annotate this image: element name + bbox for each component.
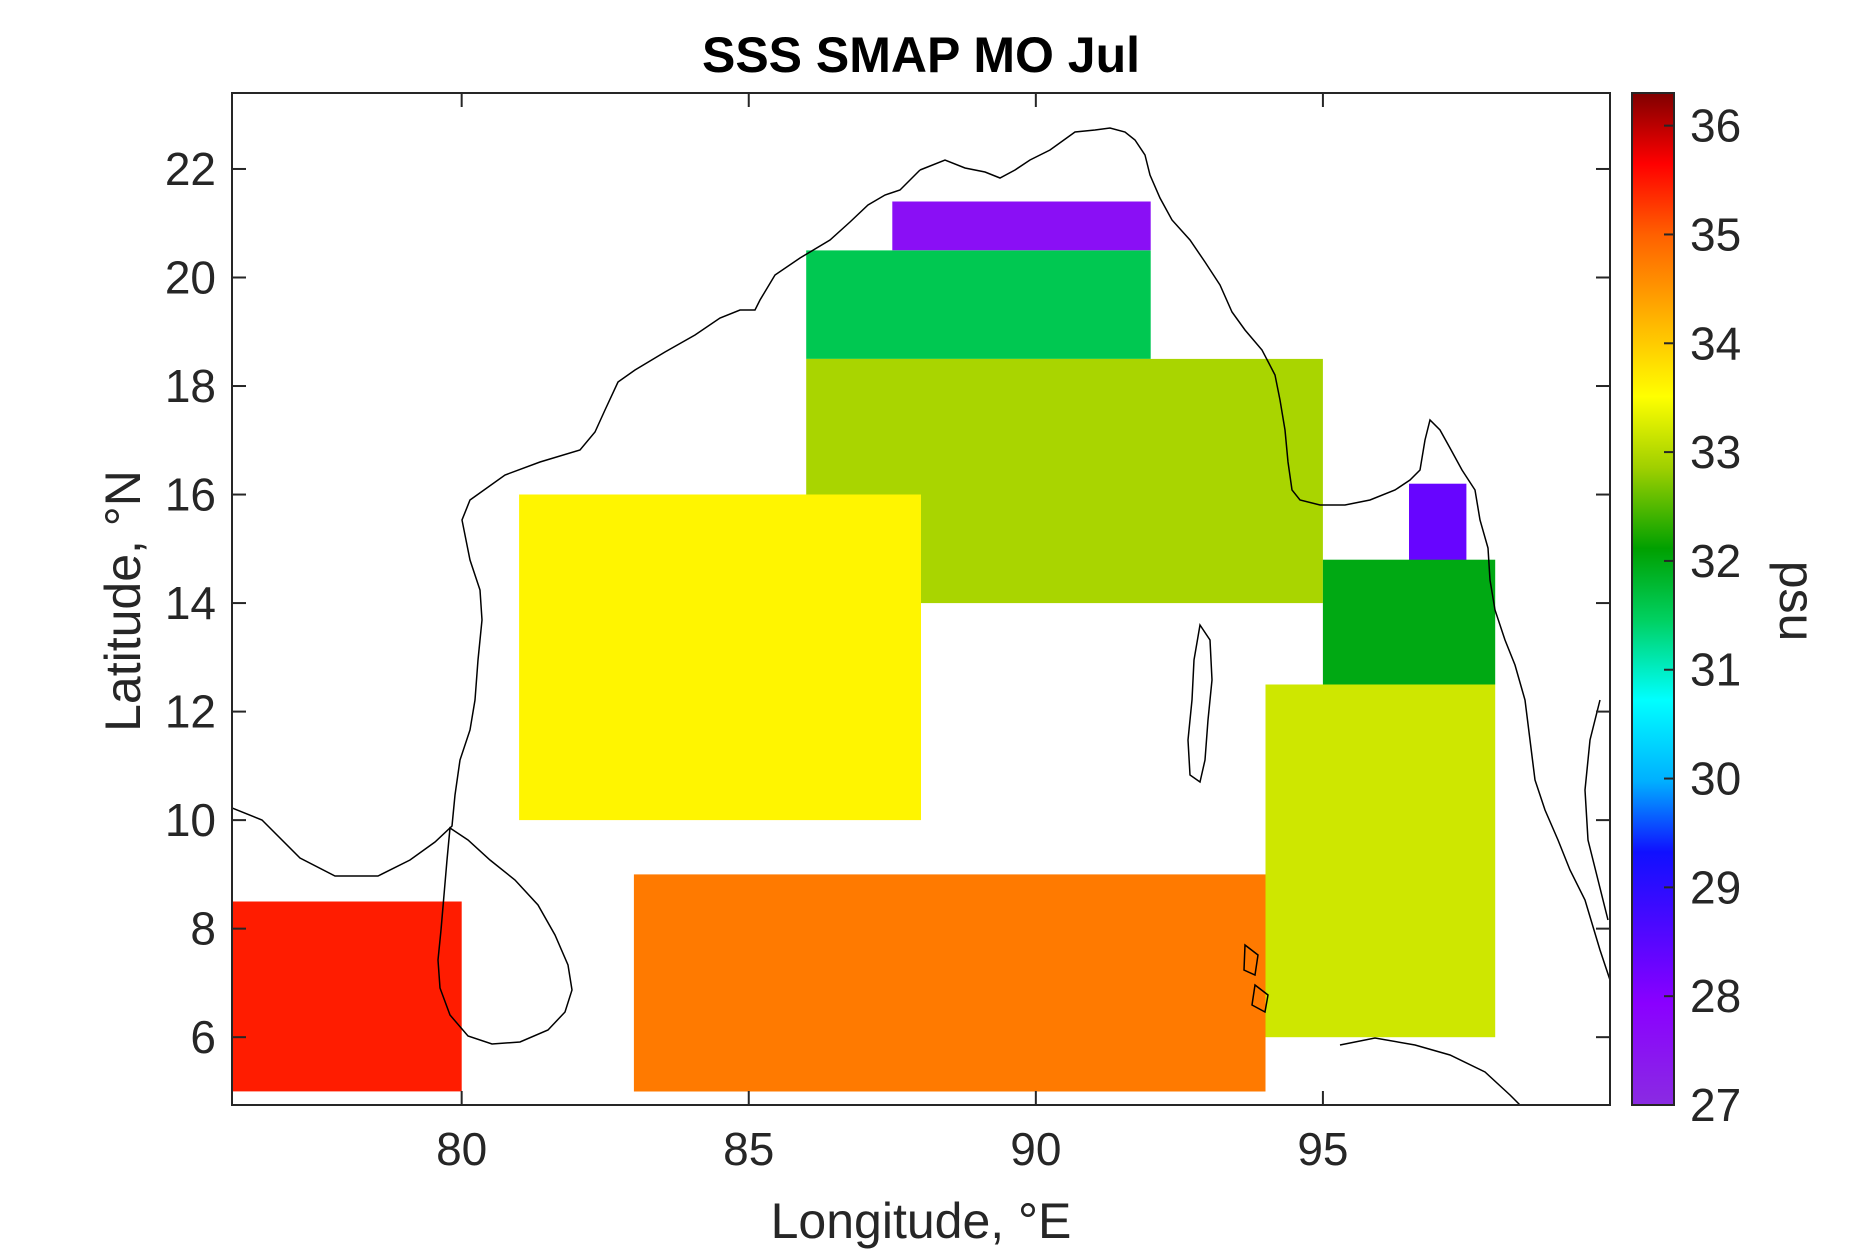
colorbar-tick-label: 32 xyxy=(1690,535,1741,587)
plot-area: 80 85 90 95 6 8 10 12 14 16 18 20 22 xyxy=(165,92,1611,1175)
salinity-field xyxy=(232,201,1496,1092)
y-tick-label: 18 xyxy=(165,360,216,412)
plot-frame xyxy=(231,92,1611,1106)
coastline-andaman-islands xyxy=(1187,623,1213,784)
x-tick-label: 90 xyxy=(1010,1123,1061,1175)
colorbar-tick-label: 27 xyxy=(1690,1079,1741,1131)
x-tick-label: 80 xyxy=(436,1123,487,1175)
coastline-nicobar-islands xyxy=(1243,943,1269,1014)
x-tick-label: 85 xyxy=(723,1123,774,1175)
coastline-bengal-delta xyxy=(919,127,1610,981)
y-tick-label: 6 xyxy=(190,1011,216,1063)
y-axis-label: Latitude, °N xyxy=(95,470,151,732)
colorbar-tick-label: 31 xyxy=(1690,644,1741,696)
colorbar-tick-label: 34 xyxy=(1690,317,1741,369)
salinity-region-5 xyxy=(1265,684,1496,1038)
x-axis-label: Longitude, °E xyxy=(771,1193,1072,1249)
x-axis-ticks: 80 85 90 95 xyxy=(436,93,1349,1175)
salinity-region-6 xyxy=(519,494,921,821)
y-axis-ticks: 6 8 10 12 14 16 18 20 22 xyxy=(165,143,1610,1063)
salinity-region-8 xyxy=(232,901,462,1092)
colorbar-ticks: 27 28 29 30 31 32 33 34 35 36 xyxy=(1664,100,1741,1131)
colorbar-tick-label: 29 xyxy=(1690,861,1741,913)
coastline-india-east xyxy=(232,169,921,877)
colorbar-gradient xyxy=(1631,92,1675,1106)
salinity-region-0 xyxy=(892,201,1151,251)
colorbar-tick-label: 33 xyxy=(1690,426,1741,478)
salinity-region-7 xyxy=(633,874,1266,1092)
colorbar: 27 28 29 30 31 32 33 34 35 36 psu xyxy=(1631,92,1825,1131)
y-tick-label: 16 xyxy=(165,469,216,521)
x-tick-label: 95 xyxy=(1297,1123,1348,1175)
colorbar-tick-label: 28 xyxy=(1690,970,1741,1022)
chart-title: SSS SMAP MO Jul xyxy=(702,27,1140,83)
y-tick-label: 22 xyxy=(165,143,216,195)
y-tick-label: 20 xyxy=(165,251,216,303)
colorbar-tick-label: 36 xyxy=(1690,100,1741,152)
y-tick-label: 8 xyxy=(190,903,216,955)
salinity-region-4 xyxy=(1322,559,1496,685)
coastline xyxy=(232,127,1610,1105)
y-tick-label: 12 xyxy=(165,686,216,738)
colorbar-label: psu xyxy=(1769,561,1825,642)
salinity-region-1 xyxy=(806,250,1151,359)
coastline-sumatra xyxy=(1339,1037,1521,1105)
coastline-malay-peninsula xyxy=(1584,699,1609,921)
coastline-sri-lanka xyxy=(437,826,573,1045)
y-tick-label: 14 xyxy=(165,577,216,629)
colorbar-tick-label: 30 xyxy=(1690,753,1741,805)
y-tick-label: 10 xyxy=(165,794,216,846)
colorbar-tick-label: 35 xyxy=(1690,208,1741,260)
